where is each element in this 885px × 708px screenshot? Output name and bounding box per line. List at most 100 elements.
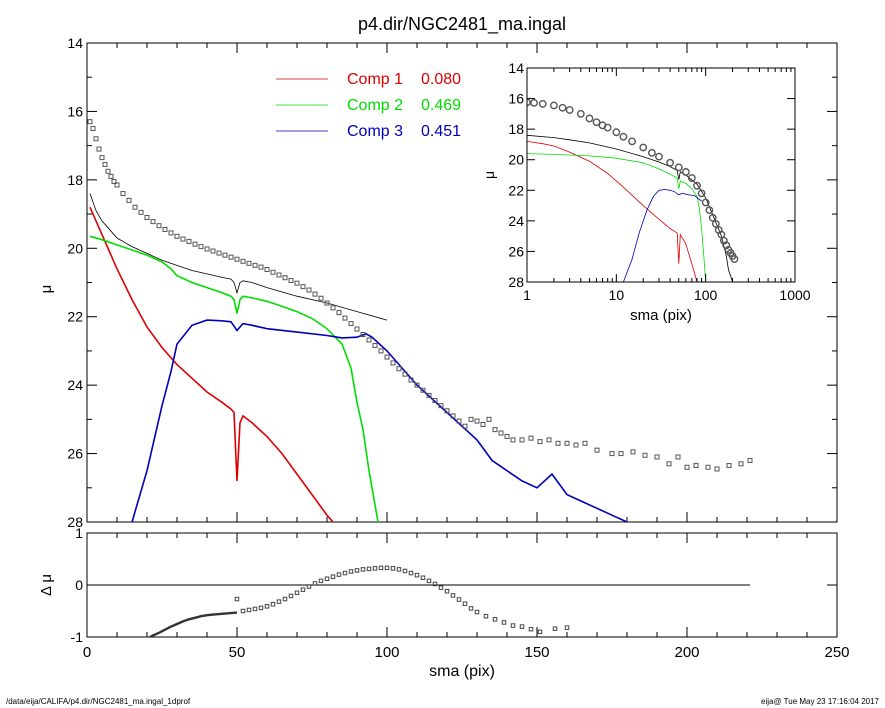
residual-point xyxy=(252,606,258,612)
data-point xyxy=(504,433,510,439)
data-point xyxy=(738,461,744,467)
footer-file-path: /data/eija/CALIFA/p4.dir/NGC2481_ma.inga… xyxy=(6,697,191,706)
data-point xyxy=(342,315,348,321)
inset-series-clip xyxy=(527,98,739,282)
residual-point xyxy=(408,570,414,576)
data-point xyxy=(630,449,636,455)
inset-xtick-label: 1 xyxy=(523,287,531,303)
inset-data-point xyxy=(530,98,538,107)
main-xtick-label: 0 xyxy=(83,644,91,661)
data-point xyxy=(288,277,294,283)
data-point xyxy=(384,354,390,360)
data-point xyxy=(432,398,438,404)
residual-ytick-label: -1 xyxy=(71,629,84,645)
data-point xyxy=(138,209,144,215)
data-point xyxy=(546,437,552,443)
data-point xyxy=(378,348,384,354)
residual-point xyxy=(246,607,252,613)
data-point xyxy=(114,182,120,188)
comp-2-line xyxy=(89,235,379,522)
inset-data-point xyxy=(576,109,585,118)
inset-ytick-label: 20 xyxy=(508,152,524,168)
main-xtick-label: 150 xyxy=(524,644,549,661)
data-point xyxy=(474,418,480,424)
data-point xyxy=(210,248,216,254)
data-point xyxy=(300,284,306,290)
residual-point xyxy=(519,624,525,629)
residual-point xyxy=(258,605,264,611)
residual-y-axis-label: Δ μ xyxy=(38,574,55,596)
inset-xtick-label: 10 xyxy=(609,287,625,303)
data-point xyxy=(618,451,624,457)
inset-data-point xyxy=(708,213,717,222)
main-series-group xyxy=(87,119,753,522)
data-point xyxy=(126,197,132,203)
inset-data-point xyxy=(711,220,720,228)
data-point xyxy=(87,119,93,125)
data-point xyxy=(582,440,588,446)
inset-data-point xyxy=(693,181,701,190)
residual-point xyxy=(342,570,348,576)
inset-data-point xyxy=(722,241,731,250)
data-point xyxy=(354,326,360,332)
data-point xyxy=(486,416,492,422)
data-point xyxy=(198,244,204,250)
residual-point xyxy=(312,581,318,586)
residual-point xyxy=(324,576,330,582)
residual-ytick-label: 0 xyxy=(75,577,83,593)
inset-ytick-label: 16 xyxy=(508,91,524,107)
data-point xyxy=(168,230,174,236)
main-ytick-label: 20 xyxy=(67,240,83,256)
residual-point xyxy=(432,581,438,587)
data-point xyxy=(714,466,720,472)
residual-ytick-label: 1 xyxy=(75,525,83,541)
residual-plot-panel: 10-10 50 100 150 200 250 Δ μ sma (pix) xyxy=(38,525,850,680)
inset-ytick-label: 18 xyxy=(508,121,524,137)
data-point xyxy=(348,321,354,327)
data-point xyxy=(306,287,312,293)
data-point xyxy=(396,366,402,372)
data-point xyxy=(96,146,102,152)
data-point xyxy=(144,214,150,220)
residual-point xyxy=(336,572,342,577)
residual-point xyxy=(537,629,543,635)
data-point xyxy=(510,437,516,443)
data-point xyxy=(747,457,753,463)
residual-point xyxy=(438,585,444,590)
data-point xyxy=(156,223,162,229)
data-point xyxy=(426,392,432,398)
residual-point xyxy=(402,568,408,574)
data-point xyxy=(420,387,426,393)
data-point xyxy=(537,439,543,445)
inset-data-point xyxy=(585,114,594,123)
data-point xyxy=(270,269,276,275)
residual-series-group xyxy=(87,565,750,637)
inset-data-point xyxy=(687,174,696,182)
data-point xyxy=(372,342,378,348)
data-point xyxy=(675,454,681,460)
data-point xyxy=(282,275,288,281)
main-xtick-label: 200 xyxy=(674,644,699,661)
inset-comp-3-line xyxy=(623,189,702,282)
data-point xyxy=(162,226,168,232)
residual-axis-ticks: 10-10 50 100 150 200 250 xyxy=(71,525,850,661)
data-point xyxy=(258,264,264,270)
data-point xyxy=(444,408,450,414)
inset-x-axis-label: sma (pix) xyxy=(630,307,692,324)
data-point xyxy=(186,238,192,244)
comp-1-line xyxy=(89,206,335,522)
data-point xyxy=(594,447,600,453)
total-model-line xyxy=(89,193,388,321)
data-point xyxy=(132,204,138,210)
main-xtick-label: 250 xyxy=(824,644,849,661)
data-point xyxy=(264,266,270,272)
inset-data-point xyxy=(628,137,636,146)
residual-point xyxy=(414,572,420,578)
inset-data-point xyxy=(558,103,567,112)
data-point xyxy=(480,421,486,427)
chart-title: p4.dir/NGC2481_ma.ingal xyxy=(358,14,566,35)
residual-point xyxy=(444,588,450,594)
inset-data-point xyxy=(674,163,683,172)
data-point xyxy=(336,310,342,316)
